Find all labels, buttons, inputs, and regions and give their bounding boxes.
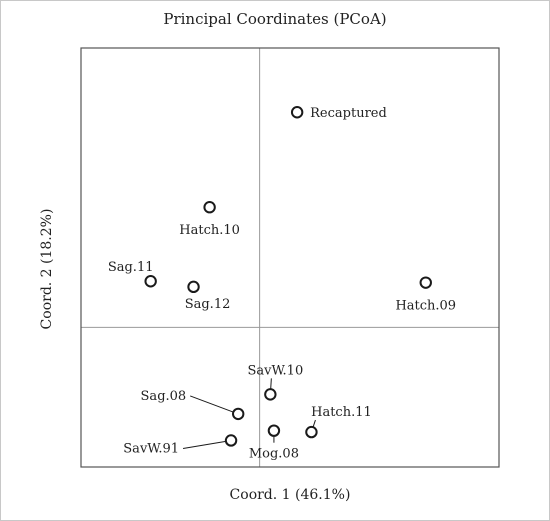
point-label-mog-08: Mog.08: [249, 447, 299, 462]
point-label-savw-10: SavW.10: [247, 363, 303, 378]
point-label-recaptured: Recaptured: [310, 106, 387, 121]
leader-line-sag-08: [190, 395, 239, 415]
point-recaptured: [290, 106, 304, 119]
point-savw-10: [264, 388, 277, 401]
plot-frame: [80, 47, 500, 468]
point-label-sag-11: Sag.11: [108, 260, 154, 275]
point-label-hatch-11: Hatch.11: [311, 405, 372, 420]
point-hatch-09: [419, 276, 432, 289]
x-axis-label: Coord. 1 (46.1%): [229, 487, 351, 503]
point-sag-12: [187, 280, 200, 294]
point-hatch-10: [203, 201, 216, 214]
point-mog-08: [267, 424, 281, 437]
point-label-hatch-10: Hatch.10: [179, 223, 240, 238]
point-label-sag-12: Sag.12: [185, 297, 231, 312]
chart-title: Principal Coordinates (PCoA): [163, 10, 387, 28]
point-label-savw-91: SavW.91: [123, 441, 179, 456]
point-label-hatch-09: Hatch.09: [395, 299, 456, 314]
leader-line-savw-91: [182, 439, 232, 449]
point-sag-11: [144, 275, 157, 288]
point-savw-91: [224, 434, 238, 447]
point-sag-08: [231, 407, 245, 421]
point-hatch-11: [305, 425, 318, 439]
point-label-sag-08: Sag.08: [141, 389, 187, 404]
